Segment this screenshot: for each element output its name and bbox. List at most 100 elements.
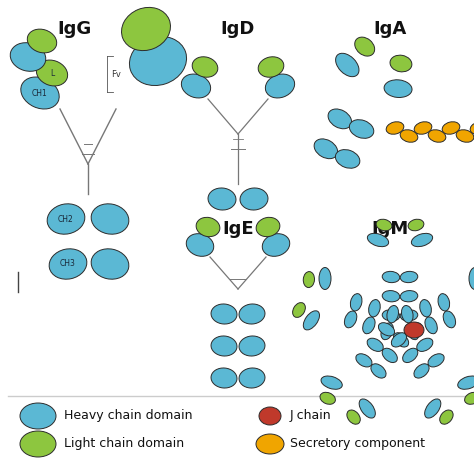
Ellipse shape [259,407,281,425]
Ellipse shape [91,204,129,234]
Ellipse shape [469,267,474,290]
Ellipse shape [367,338,383,351]
Ellipse shape [371,364,386,378]
Ellipse shape [49,249,87,279]
Ellipse shape [239,304,265,324]
Ellipse shape [20,403,56,429]
Ellipse shape [369,300,380,317]
Ellipse shape [256,434,284,454]
Ellipse shape [211,368,237,388]
Ellipse shape [320,392,336,404]
Ellipse shape [208,188,236,210]
Text: IgD: IgD [221,20,255,38]
Ellipse shape [400,130,418,142]
Ellipse shape [382,348,397,363]
Ellipse shape [328,109,352,129]
Ellipse shape [428,354,444,367]
Ellipse shape [442,122,460,134]
Ellipse shape [355,37,374,56]
Ellipse shape [36,60,68,86]
Ellipse shape [321,376,342,389]
Ellipse shape [392,333,407,347]
Text: L: L [50,69,54,78]
Ellipse shape [404,322,424,338]
Text: Fv: Fv [111,70,121,79]
Ellipse shape [347,410,360,424]
Ellipse shape [20,431,56,457]
Text: Heavy chain domain: Heavy chain domain [64,410,192,422]
Ellipse shape [382,272,400,283]
Ellipse shape [262,234,290,256]
Ellipse shape [336,53,359,77]
Ellipse shape [407,323,419,340]
Ellipse shape [186,234,214,256]
Ellipse shape [292,302,305,318]
Ellipse shape [345,311,357,328]
Ellipse shape [440,410,453,424]
Ellipse shape [129,36,187,85]
Ellipse shape [359,399,375,418]
Ellipse shape [378,323,394,336]
Ellipse shape [428,130,446,142]
Text: IgG: IgG [58,20,92,38]
Ellipse shape [303,272,315,288]
Ellipse shape [414,364,429,378]
Ellipse shape [303,311,319,330]
Ellipse shape [387,306,399,323]
Ellipse shape [211,304,237,324]
Ellipse shape [382,291,400,302]
Ellipse shape [382,310,400,321]
Ellipse shape [319,267,331,290]
Ellipse shape [456,130,474,142]
Ellipse shape [400,310,418,321]
Ellipse shape [402,348,418,363]
Text: J chain: J chain [290,410,332,422]
Ellipse shape [356,354,372,367]
Ellipse shape [196,218,220,237]
Ellipse shape [211,336,237,356]
Text: IgE: IgE [222,220,254,238]
Text: CH3: CH3 [60,259,76,268]
Ellipse shape [400,291,418,302]
Ellipse shape [393,333,409,347]
Text: IgA: IgA [374,20,407,38]
Ellipse shape [405,323,421,336]
Ellipse shape [384,80,412,98]
Text: Secretory component: Secretory component [290,438,425,450]
Ellipse shape [411,233,433,246]
Ellipse shape [400,272,418,283]
Ellipse shape [367,233,389,246]
Ellipse shape [417,338,433,351]
Ellipse shape [265,74,295,98]
Ellipse shape [381,323,393,340]
Ellipse shape [408,219,424,231]
Ellipse shape [192,57,218,77]
Ellipse shape [239,368,265,388]
Ellipse shape [239,336,265,356]
Text: CH2: CH2 [58,215,74,224]
Ellipse shape [414,122,432,134]
Ellipse shape [420,300,431,317]
Text: CH1: CH1 [32,89,48,98]
Ellipse shape [21,77,59,109]
Ellipse shape [465,392,474,404]
Ellipse shape [458,376,474,389]
Ellipse shape [349,120,374,138]
Ellipse shape [314,139,337,159]
Ellipse shape [256,218,280,237]
Ellipse shape [336,150,360,168]
Ellipse shape [390,55,412,72]
Ellipse shape [386,122,404,134]
Ellipse shape [350,293,362,311]
Ellipse shape [376,219,392,231]
Ellipse shape [182,74,210,98]
Text: Light chain domain: Light chain domain [64,438,184,450]
Ellipse shape [27,29,57,53]
Ellipse shape [401,306,413,323]
Ellipse shape [121,8,171,51]
Ellipse shape [443,311,456,328]
Ellipse shape [425,317,438,334]
Ellipse shape [470,122,474,134]
Ellipse shape [425,399,441,418]
Ellipse shape [258,57,284,77]
